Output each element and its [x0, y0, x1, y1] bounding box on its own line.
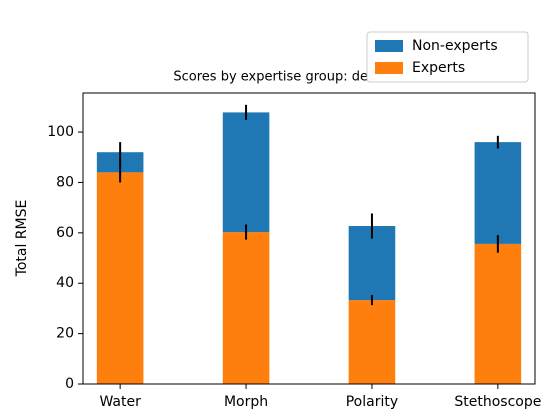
- bar-segment: [96, 172, 144, 384]
- bar-segment: [474, 243, 522, 384]
- bar-segment: [222, 232, 270, 384]
- y-axis-label: Total RMSE: [14, 200, 30, 278]
- x-tick-label: Morph: [224, 394, 268, 410]
- legend-box: [366, 31, 529, 83]
- legend-label: Experts: [412, 60, 465, 76]
- legend-swatch: [375, 62, 403, 74]
- bar-segment: [222, 112, 270, 233]
- y-tick-label: 60: [56, 225, 74, 241]
- x-tick-label: Stethoscope: [454, 394, 541, 410]
- y-tick-label: 100: [47, 124, 74, 140]
- bar-segment: [474, 142, 522, 244]
- x-tick-label: Polarity: [346, 394, 398, 410]
- y-tick-label: 20: [56, 326, 74, 342]
- y-tick-label: 40: [56, 275, 74, 291]
- x-tick-label: Water: [99, 394, 141, 410]
- legend-label: Non-experts: [412, 38, 498, 54]
- y-tick-label: 80: [56, 174, 74, 190]
- y-tick-label: 0: [65, 376, 74, 392]
- plot-frame: [82, 92, 536, 385]
- bar-segment: [348, 300, 396, 384]
- legend-swatch: [375, 40, 403, 52]
